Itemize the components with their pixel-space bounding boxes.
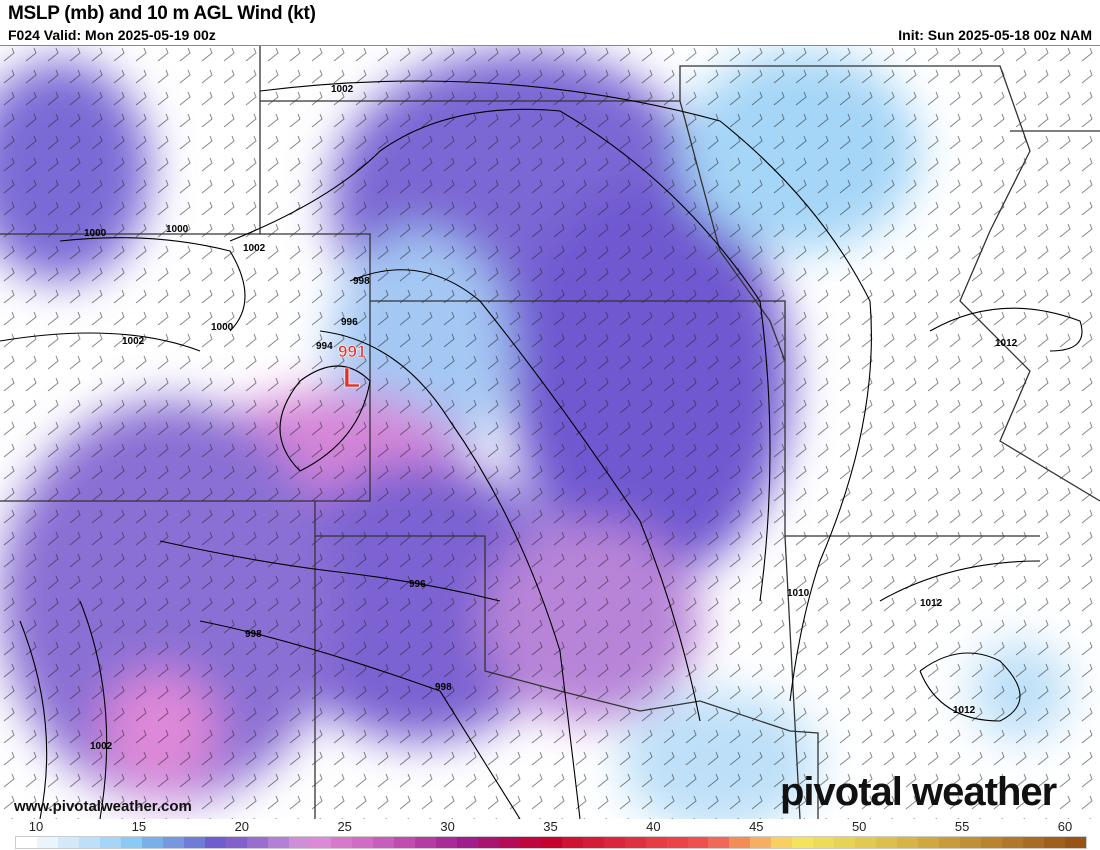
colorbar-tick-label: 55 (954, 819, 970, 834)
isobar-label: 1002 (331, 84, 354, 95)
colorbar-tick-label: 30 (440, 819, 455, 834)
colorbar-swatch (981, 837, 1003, 848)
colorbar-swatch (561, 837, 583, 848)
colorbar-swatch (582, 837, 604, 848)
colorbar-tick-label: 60 (1057, 819, 1073, 834)
colorbar-swatch (78, 837, 100, 848)
colorbar-swatch (120, 837, 142, 848)
colorbar-swatch (1023, 837, 1045, 848)
colorbar-swatch (351, 837, 373, 848)
colorbar-swatch (162, 837, 184, 848)
valid-time: F024 Valid: Mon 2025-05-19 00z (8, 27, 216, 43)
colorbar-swatch (498, 837, 520, 848)
colorbar-swatch (876, 837, 898, 848)
colorbar-swatch (771, 837, 793, 848)
isobar-label: 998 (435, 682, 452, 693)
website-watermark: www.pivotalweather.com (14, 798, 192, 815)
isobar-label: 994 (316, 341, 333, 352)
isobars (0, 80, 1083, 820)
colorbar-swatch (687, 837, 709, 848)
colorbar-swatch (624, 837, 646, 848)
colorbar-swatch (939, 837, 961, 848)
colorbar-swatch (645, 837, 667, 848)
colorbar-tick-label: 45 (749, 819, 764, 834)
colorbar-swatch (57, 837, 79, 848)
isobar-label: 1000 (84, 228, 107, 239)
colorbar-swatch (225, 837, 247, 848)
colorbar-swatch (1002, 837, 1024, 848)
colorbar-swatch (99, 837, 121, 848)
map-title: MSLP (mb) and 10 m AGL Wind (kt) (8, 3, 316, 24)
colorbar-swatch (183, 837, 205, 848)
colorbar-swatch (267, 837, 289, 848)
colorbar-tick-label: 10 (28, 819, 44, 834)
state-borders (0, 46, 1100, 820)
colorbar-swatch (729, 837, 751, 848)
colorbar-tick-label: 25 (337, 819, 352, 834)
colorbar-tick-label: 15 (131, 819, 147, 834)
colorbar-swatch (204, 837, 226, 848)
isobar-label: 996 (409, 579, 426, 590)
colorbar-swatch (16, 837, 37, 848)
colorbar-swatch (309, 837, 331, 848)
colorbar-swatch (456, 837, 478, 848)
colorbar-swatch (960, 837, 982, 848)
colorbar-swatch (666, 837, 688, 848)
colorbar (15, 836, 1087, 849)
colorbar-swatch (414, 837, 436, 848)
init-time: Init: Sun 2025-05-18 00z NAM (898, 27, 1092, 43)
colorbar-swatch (1044, 837, 1066, 848)
colorbar-swatch (792, 837, 814, 848)
colorbar-swatch (540, 837, 562, 848)
colorbar-swatch (603, 837, 625, 848)
isobar-label: 998 (353, 276, 370, 287)
colorbar-swatch (141, 837, 163, 848)
colorbar-swatch (435, 837, 457, 848)
colorbar-swatch (246, 837, 268, 848)
colorbar-swatch (750, 837, 772, 848)
pivotal-weather-logo: pivotal weather (780, 770, 1057, 814)
weather-map[interactable]: 1002 1000 1000 1002 998 996 994 1000 100… (0, 45, 1100, 831)
colorbar-swatch (519, 837, 541, 848)
isobar-label: 1002 (243, 243, 266, 254)
colorbar-swatch (372, 837, 394, 848)
map-canvas: 1002 1000 1000 1002 998 996 994 1000 100… (0, 46, 1100, 831)
isobar-label: 1002 (122, 336, 145, 347)
colorbar-swatch (897, 837, 919, 848)
colorbar-swatch (393, 837, 415, 848)
isobar-labels: 1002 1000 1000 1002 998 996 994 1000 100… (84, 84, 1018, 752)
colorbar-swatch (708, 837, 730, 848)
isobar-label: 1002 (90, 741, 113, 752)
low-pressure-symbol: L (343, 362, 360, 393)
isobar-label: 1000 (211, 322, 234, 333)
isobar-label: 1000 (166, 224, 189, 235)
colorbar-swatch (918, 837, 940, 848)
wind-barbs (0, 46, 1100, 819)
isobar-label: 998 (245, 629, 262, 640)
isobar-label: 1012 (920, 598, 943, 609)
colorbar-swatch (813, 837, 835, 848)
isobar-label: 996 (341, 317, 358, 328)
colorbar-swatch (834, 837, 856, 848)
colorbar-swatch (288, 837, 310, 848)
isobar-label: 1012 (995, 338, 1018, 349)
colorbar-tick-label: 40 (646, 819, 661, 834)
colorbar-swatch (855, 837, 877, 848)
low-pressure-value: 991 (338, 342, 366, 361)
colorbar-tick-label: 50 (851, 819, 867, 834)
isobar-label: 1010 (787, 588, 810, 599)
colorbar-swatch (36, 837, 58, 848)
colorbar-swatch (330, 837, 352, 848)
isobar-label: 1012 (953, 705, 976, 716)
colorbar-swatch (477, 837, 499, 848)
colorbar-tick-label: 20 (234, 819, 250, 834)
colorbar-tick-label: 35 (543, 819, 558, 834)
colorbar-swatch (1065, 837, 1087, 848)
